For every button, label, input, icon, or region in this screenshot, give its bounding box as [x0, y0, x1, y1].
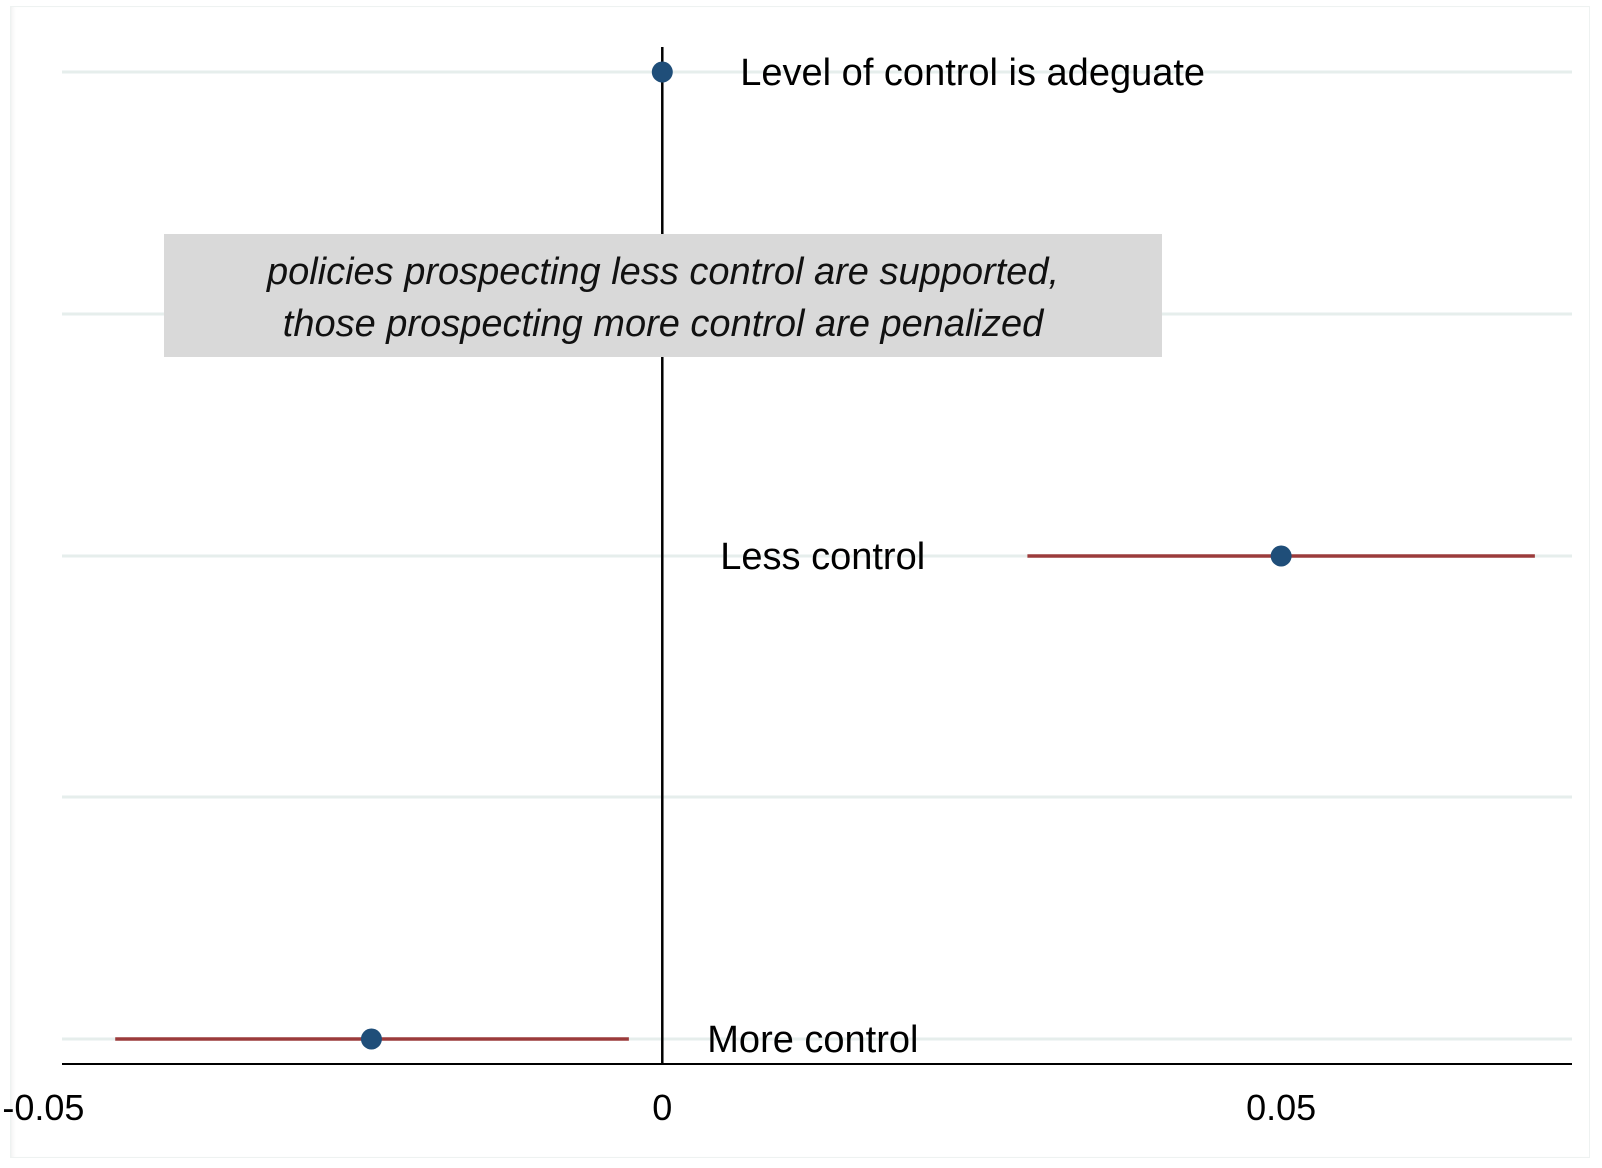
point-estimates [360, 61, 1292, 1050]
annotation-line-1: policies prospecting less control are su… [266, 251, 1059, 293]
chart-frame [10, 6, 1590, 1158]
annotation-background [164, 234, 1162, 357]
point-marker-2 [360, 1028, 382, 1050]
annotation-box: policies prospecting less control are su… [164, 234, 1162, 357]
point-label-0: Level of control is adeguate [740, 52, 1205, 94]
point-label-1: Less control [720, 536, 925, 578]
x-tick-label-2: 0.05 [1246, 1087, 1316, 1128]
point-marker-0 [651, 61, 673, 83]
point-marker-1 [1270, 545, 1292, 567]
x-tick-label-0: -0.05 [2, 1087, 84, 1128]
annotation-line-2: those prospecting more control are penal… [283, 303, 1045, 345]
x-tick-label-1: 0 [652, 1087, 672, 1128]
axes: -0.05 0 0.05 [2, 47, 1572, 1128]
point-labels: Level of control is adeguate Less control… [707, 52, 1205, 1061]
point-label-2: More control [707, 1019, 918, 1061]
